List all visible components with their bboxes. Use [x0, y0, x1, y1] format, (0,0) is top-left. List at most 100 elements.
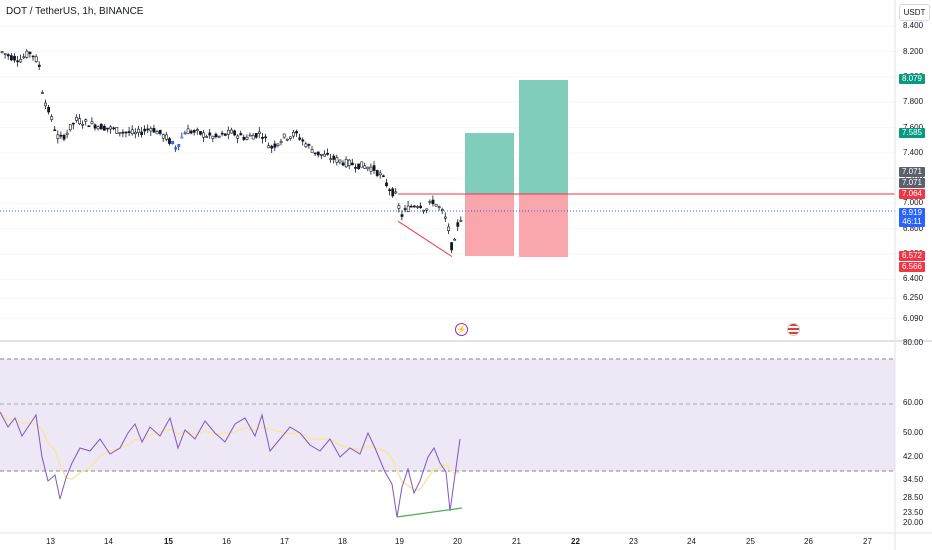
candle-body[interactable] — [459, 220, 463, 222]
candle-body[interactable] — [307, 144, 311, 146]
candle-body[interactable] — [431, 199, 435, 205]
candle-body[interactable] — [180, 136, 184, 139]
candle-body[interactable] — [412, 205, 416, 208]
candle-body[interactable] — [440, 209, 444, 212]
candle-body[interactable] — [6, 54, 10, 57]
candle-body[interactable] — [304, 143, 308, 148]
candle-body[interactable] — [168, 138, 171, 144]
candle-body[interactable] — [183, 132, 187, 135]
candle-body[interactable] — [298, 137, 302, 140]
candle-body[interactable] — [323, 153, 326, 157]
candle-body[interactable] — [409, 205, 413, 208]
candle-body[interactable] — [81, 123, 85, 126]
candle-body[interactable] — [344, 159, 348, 168]
candle-body[interactable] — [360, 161, 364, 168]
profit-zone-1[interactable] — [465, 133, 514, 194]
candle-body[interactable] — [372, 165, 376, 171]
candle-body[interactable] — [40, 92, 44, 94]
loss-zone-2[interactable] — [519, 194, 568, 257]
candle-body[interactable] — [341, 162, 345, 166]
candle-body[interactable] — [109, 126, 113, 130]
candle-body[interactable] — [19, 59, 23, 63]
candle-body[interactable] — [447, 226, 450, 231]
candle-body[interactable] — [124, 131, 128, 134]
profit-zone-2[interactable] — [519, 80, 568, 194]
candle-body[interactable] — [388, 189, 392, 192]
rsi-line[interactable] — [0, 411, 461, 518]
candle-body[interactable] — [350, 162, 354, 166]
candle-body[interactable] — [326, 152, 330, 155]
candle-body[interactable] — [332, 155, 336, 160]
candle-body[interactable] — [75, 116, 78, 121]
candle-body[interactable] — [149, 128, 153, 132]
candle-body[interactable] — [96, 126, 100, 130]
candle-body[interactable] — [103, 125, 106, 131]
candle-body[interactable] — [354, 167, 357, 169]
candle-body[interactable] — [140, 131, 144, 136]
candle-body[interactable] — [214, 133, 218, 138]
candle-body[interactable] — [335, 157, 339, 163]
candle-body[interactable] — [313, 152, 317, 155]
candle-body[interactable] — [87, 125, 91, 128]
candle-body[interactable] — [267, 145, 271, 149]
candle-body[interactable] — [199, 131, 202, 135]
candle-body[interactable] — [406, 205, 410, 212]
candle-body[interactable] — [254, 133, 258, 138]
candle-body[interactable] — [385, 182, 388, 187]
candle-body[interactable] — [37, 64, 41, 67]
candle-body[interactable] — [127, 131, 131, 134]
candle-body[interactable] — [189, 130, 193, 134]
candle-body[interactable] — [257, 131, 261, 134]
candle-body[interactable] — [363, 165, 367, 169]
candle-body[interactable] — [16, 60, 20, 63]
candle-body[interactable] — [134, 131, 137, 135]
candle-body[interactable] — [316, 151, 320, 156]
candle-body[interactable] — [366, 166, 370, 170]
candle-body[interactable] — [276, 143, 280, 146]
candle-body[interactable] — [44, 102, 47, 107]
candle-body[interactable] — [279, 140, 283, 144]
candle-body[interactable] — [434, 204, 438, 207]
candle-body[interactable] — [245, 136, 249, 140]
rsi-pane[interactable] — [0, 358, 895, 518]
candle-body[interactable] — [453, 238, 457, 241]
candle-body[interactable] — [34, 56, 38, 62]
candle-body[interactable] — [205, 136, 209, 138]
candle-body[interactable] — [50, 116, 54, 120]
candle-body[interactable] — [227, 130, 230, 135]
candle-body[interactable] — [381, 175, 385, 178]
candle-body[interactable] — [288, 136, 292, 139]
candle-body[interactable] — [143, 128, 147, 132]
candle-body[interactable] — [0, 51, 4, 53]
price-pane[interactable] — [0, 25, 895, 320]
candle-body[interactable] — [236, 135, 240, 139]
candle-body[interactable] — [28, 51, 32, 55]
candle-body[interactable] — [394, 191, 398, 194]
lightning-icon[interactable]: ⚡ — [455, 323, 468, 336]
candle-body[interactable] — [301, 139, 305, 142]
candle-body[interactable] — [285, 138, 289, 141]
candle-body[interactable] — [137, 128, 140, 133]
candle-body[interactable] — [115, 127, 119, 134]
candle-body[interactable] — [437, 206, 441, 208]
candle-body[interactable] — [22, 56, 26, 59]
candle-body[interactable] — [338, 159, 342, 163]
candle-body[interactable] — [239, 133, 243, 136]
candle-body[interactable] — [165, 134, 168, 140]
candle-body[interactable] — [152, 128, 156, 133]
candle-body[interactable] — [347, 159, 351, 166]
candle-body[interactable] — [196, 129, 199, 131]
candle-body[interactable] — [68, 124, 72, 131]
candle-body[interactable] — [428, 201, 432, 203]
candle-body[interactable] — [397, 205, 401, 209]
candle-body[interactable] — [146, 128, 150, 131]
candle-body[interactable] — [118, 132, 122, 134]
candles[interactable] — [0, 48, 463, 254]
candle-body[interactable] — [230, 129, 233, 134]
candle-body[interactable] — [47, 106, 51, 113]
candle-body[interactable] — [202, 132, 206, 138]
candle-body[interactable] — [391, 188, 395, 197]
candle-body[interactable] — [264, 136, 268, 139]
candle-body[interactable] — [10, 55, 13, 61]
